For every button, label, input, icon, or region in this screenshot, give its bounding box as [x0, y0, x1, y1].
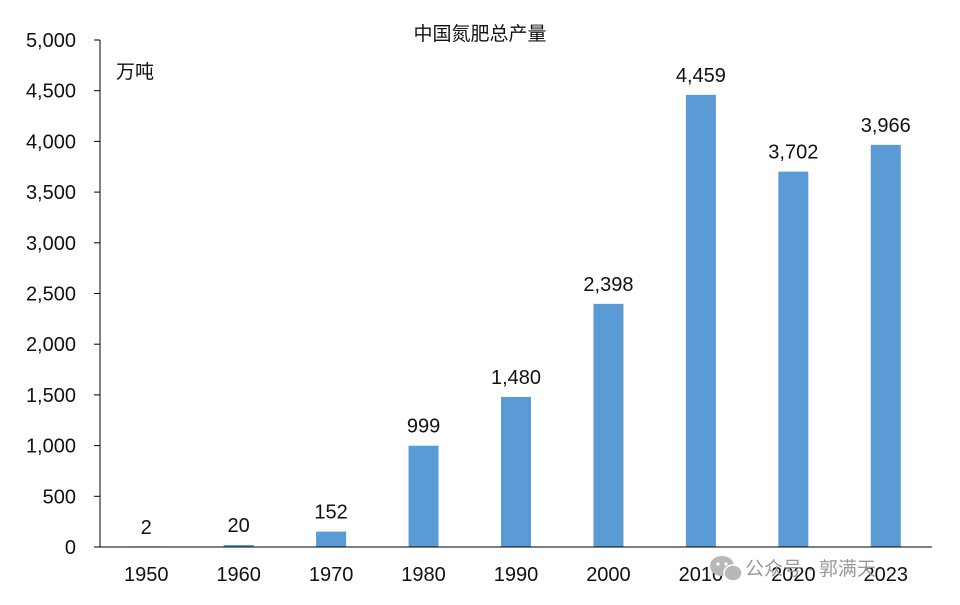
bar-2000	[593, 303, 624, 547]
x-tick-label: 1970	[309, 564, 354, 586]
data-label: 152	[314, 502, 347, 524]
data-label: 2	[141, 517, 152, 539]
x-tick-label: 1980	[401, 564, 446, 586]
wechat-icon	[710, 556, 743, 582]
data-label: 3,966	[861, 115, 911, 137]
data-label: 999	[407, 416, 440, 438]
x-tick-label: 1990	[494, 564, 539, 586]
bar-1990	[501, 396, 531, 547]
y-tick-label: 5,000	[26, 30, 76, 52]
y-tick-label: 1,500	[26, 385, 76, 407]
bars	[131, 94, 901, 548]
y-tick-label: 3,500	[26, 182, 76, 204]
y-tick-label: 1,000	[26, 436, 76, 458]
data-label: 20	[228, 515, 250, 537]
y-axis-ticks: 0 500 1,000 1,500 2,000 2,500 3,000 3,500 4,000 4…	[26, 30, 100, 559]
x-tick-label: 2020	[771, 564, 816, 586]
data-labels: 2 20 152 999 1,480 2,398 4,459 3,702 3,966	[141, 65, 911, 539]
watermark: 公众号 · 郭满天	[710, 556, 876, 582]
bar-1970	[316, 531, 347, 547]
bar-2023	[870, 144, 901, 547]
data-label: 2,398	[583, 274, 633, 296]
watermark-text: 公众号 · 郭满天	[745, 558, 876, 580]
y-tick-label: 2,000	[26, 334, 76, 356]
bar-2020	[778, 171, 809, 548]
bar-1960	[223, 544, 254, 547]
y-tick-label: 0	[65, 537, 76, 559]
y-tick-label: 500	[43, 486, 76, 508]
data-label: 4,459	[676, 65, 726, 87]
x-tick-label: 2023	[864, 564, 909, 586]
bar-2010	[685, 94, 716, 548]
data-label: 3,702	[768, 142, 818, 164]
x-tick-label: 2000	[586, 564, 631, 586]
data-label: 1,480	[491, 367, 541, 389]
x-tick-label: 1950	[124, 564, 169, 586]
y-tick-label: 4,000	[26, 131, 76, 153]
bar-1980	[408, 445, 439, 547]
y-axis-unit: 万吨	[116, 61, 154, 83]
chart-title: 中国氮肥总产量	[413, 23, 546, 45]
y-tick-label: 4,500	[26, 81, 76, 103]
x-tick-label: 1960	[216, 564, 261, 586]
x-axis-ticks: 1950 1960 1970 1980 1990 2000 2010 2020 2023	[124, 564, 908, 586]
y-tick-label: 3,000	[26, 233, 76, 255]
y-tick-label: 2,500	[26, 284, 76, 306]
